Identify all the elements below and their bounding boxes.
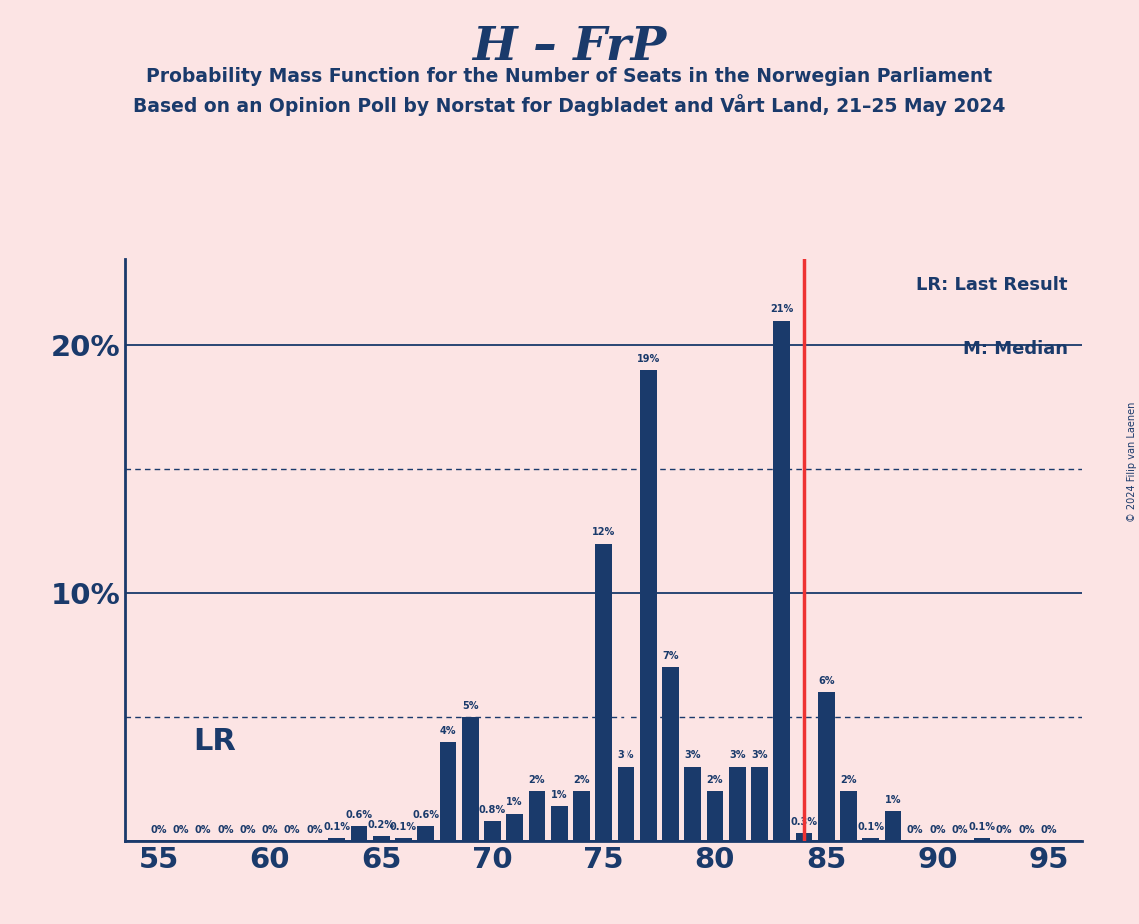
Text: 0%: 0% [218,824,233,834]
Text: 3%: 3% [752,750,768,760]
Bar [617,767,634,841]
Bar [461,717,478,841]
Text: 7%: 7% [662,651,679,662]
Text: H – FrP: H – FrP [473,24,666,70]
Text: 0.1%: 0.1% [858,822,884,833]
Text: 0.8%: 0.8% [478,805,506,815]
Text: 2%: 2% [706,775,723,785]
Bar [484,821,501,841]
Bar [351,826,367,841]
Bar [551,806,567,841]
Text: 21%: 21% [770,304,793,314]
Bar [841,791,857,841]
Text: 0%: 0% [995,824,1013,834]
Bar [729,767,746,841]
Bar [440,742,457,841]
Text: LR: Last Result: LR: Last Result [916,276,1067,294]
Text: 0%: 0% [239,824,256,834]
Text: 0%: 0% [1018,824,1034,834]
Text: 3%: 3% [685,750,700,760]
Bar [662,667,679,841]
Text: 6%: 6% [818,676,835,686]
Text: 0%: 0% [150,824,167,834]
Bar [528,791,546,841]
Text: 2%: 2% [528,775,546,785]
Text: 0%: 0% [929,824,945,834]
Text: Probability Mass Function for the Number of Seats in the Norwegian Parliament: Probability Mass Function for the Number… [147,67,992,86]
Text: 12%: 12% [592,528,615,538]
Bar [974,838,990,841]
Text: M: M [616,623,636,642]
Text: 0%: 0% [284,824,301,834]
Bar [862,838,879,841]
Text: Based on an Opinion Poll by Norstat for Dagbladet and Vårt Land, 21–25 May 2024: Based on an Opinion Poll by Norstat for … [133,94,1006,116]
Text: 0%: 0% [262,824,278,834]
Bar [773,321,790,841]
Text: 0%: 0% [907,824,924,834]
Bar [795,833,812,841]
Text: 5%: 5% [462,700,478,711]
Text: 0.6%: 0.6% [345,809,372,820]
Text: © 2024 Filip van Laenen: © 2024 Filip van Laenen [1126,402,1137,522]
Bar [751,767,768,841]
Text: 0.6%: 0.6% [412,809,440,820]
Text: 0.3%: 0.3% [790,817,818,827]
Bar [885,811,901,841]
Bar [507,814,523,841]
Text: 0.1%: 0.1% [323,822,350,833]
Text: 1%: 1% [885,795,901,805]
Bar [372,836,390,841]
Text: M: Median: M: Median [962,340,1067,359]
Text: 2%: 2% [841,775,857,785]
Bar [395,838,412,841]
Bar [685,767,700,841]
Text: 1%: 1% [551,790,567,800]
Text: 0%: 0% [306,824,322,834]
Text: 4%: 4% [440,725,456,736]
Bar [573,791,590,841]
Text: 1%: 1% [507,797,523,808]
Text: 3%: 3% [729,750,745,760]
Bar [596,543,612,841]
Text: 0%: 0% [1040,824,1057,834]
Text: 0.2%: 0.2% [368,820,395,830]
Text: 2%: 2% [573,775,590,785]
Bar [417,826,434,841]
Bar [328,838,345,841]
Bar [640,371,656,841]
Text: 0.1%: 0.1% [390,822,417,833]
Text: 0.1%: 0.1% [968,822,995,833]
Text: 0%: 0% [173,824,189,834]
Text: 3%: 3% [617,750,634,760]
Text: LR: LR [192,727,236,756]
Text: 0%: 0% [951,824,968,834]
Text: 19%: 19% [637,354,659,364]
Text: 0%: 0% [195,824,212,834]
Bar [818,692,835,841]
Bar [706,791,723,841]
